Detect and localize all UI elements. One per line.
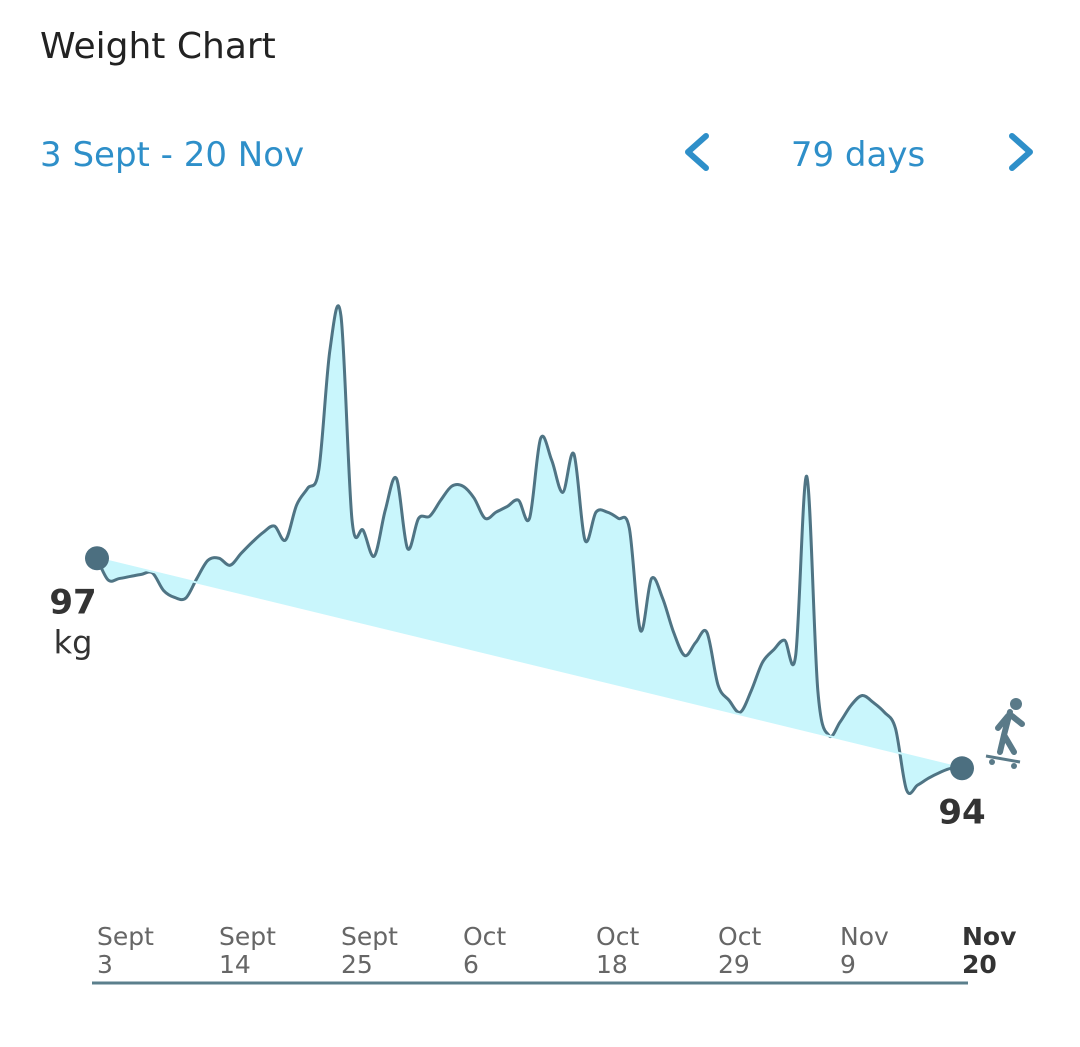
x-tick-label: Nov 9 bbox=[840, 922, 889, 979]
trend-line bbox=[96, 557, 963, 770]
end-value: 94 bbox=[938, 792, 985, 832]
unit-label: kg bbox=[54, 623, 93, 661]
x-tick-label: Nov 20 bbox=[962, 922, 1016, 979]
area-fill bbox=[97, 305, 962, 794]
weight-line bbox=[95, 304, 963, 796]
start-point bbox=[85, 546, 109, 571]
x-tick-label: Oct 6 bbox=[463, 922, 506, 979]
x-tick-label: Sept 14 bbox=[219, 922, 276, 979]
start-value: 97 bbox=[49, 582, 96, 622]
title: Weight Chart bbox=[40, 26, 276, 67]
next-button[interactable] bbox=[1009, 133, 1033, 171]
end-point bbox=[950, 756, 974, 781]
x-tick-label: Sept 3 bbox=[97, 922, 154, 979]
x-tick-label: Oct 18 bbox=[596, 922, 639, 979]
prev-button[interactable] bbox=[685, 133, 709, 171]
date-range[interactable]: 3 Sept - 20 Nov bbox=[40, 135, 304, 175]
x-tick-label: Oct 29 bbox=[718, 922, 761, 979]
x-tick-label: Sept 25 bbox=[341, 922, 398, 979]
skater-icon bbox=[985, 698, 1025, 769]
period: 79 days bbox=[791, 135, 925, 175]
